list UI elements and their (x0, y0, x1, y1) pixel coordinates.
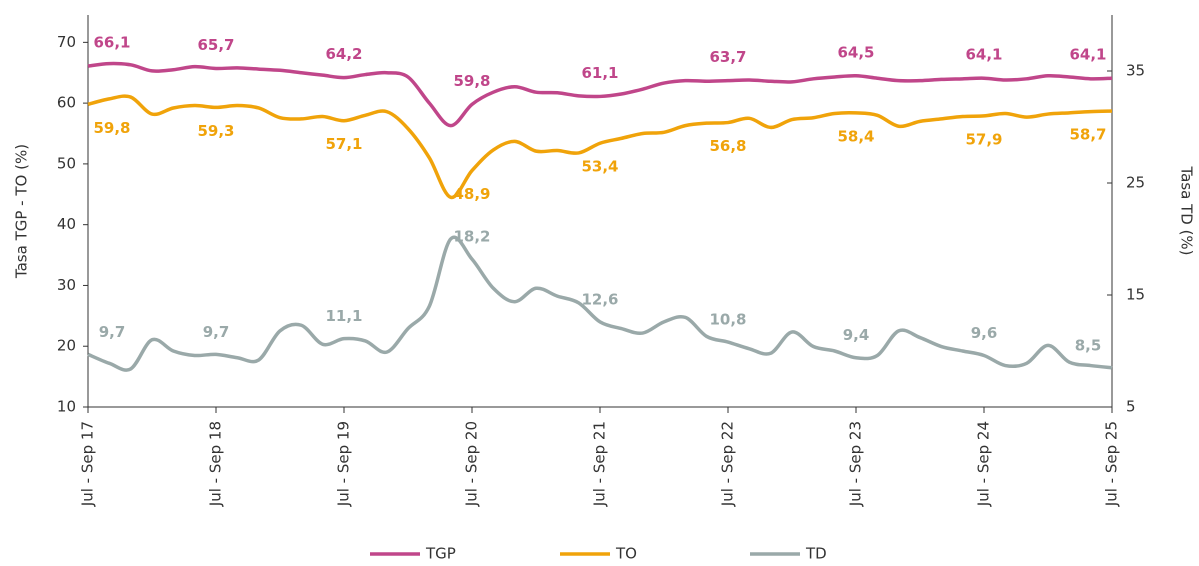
data-label: 64,2 (325, 45, 362, 63)
data-label: 63,7 (709, 48, 746, 66)
data-label: 61,1 (581, 64, 618, 82)
data-label: 57,9 (965, 130, 1002, 148)
y2-tick-label: 35 (1126, 62, 1145, 80)
y-axis-title: Tasa TGP - TO (%) (13, 144, 31, 279)
x-tick-label: Jul - Sep 23 (847, 421, 865, 507)
data-label: 58,7 (1069, 126, 1106, 144)
data-label: 64,1 (1069, 46, 1106, 64)
y-tick-label: 20 (57, 337, 76, 355)
legend-label: TD (805, 545, 827, 563)
data-label: 64,5 (837, 43, 874, 61)
data-label: 9,7 (99, 323, 126, 341)
data-label: 59,8 (93, 119, 130, 137)
data-label: 64,1 (965, 46, 1002, 64)
y2-tick-label: 25 (1126, 174, 1145, 192)
legend-label: TGP (425, 545, 456, 563)
y-tick-label: 40 (57, 215, 76, 233)
data-label: 56,8 (709, 137, 746, 155)
line (87, 94, 1113, 200)
x-tick-label: Jul - Sep 24 (975, 421, 993, 507)
x-tick-label: Jul - Sep 25 (1103, 421, 1121, 507)
data-label: 59,3 (197, 122, 234, 140)
data-label: 11,1 (325, 307, 362, 325)
legend-label: TO (615, 545, 637, 563)
data-label: 18,2 (453, 228, 490, 246)
y-tick-label: 60 (57, 94, 76, 112)
data-label: 8,5 (1075, 336, 1102, 354)
x-tick-label: Jul - Sep 21 (591, 421, 609, 507)
data-label: 58,4 (837, 127, 874, 145)
data-label: 59,8 (453, 72, 490, 90)
x-tick-label: Jul - Sep 22 (719, 421, 737, 507)
data-label: 57,1 (325, 135, 362, 153)
x-tick-label: Jul - Sep 20 (463, 421, 481, 507)
data-label: 48,9 (453, 185, 490, 203)
y-tick-label: 30 (57, 276, 76, 294)
line (87, 235, 1113, 372)
data-label: 66,1 (93, 34, 130, 52)
x-tick-label: Jul - Sep 18 (207, 421, 225, 507)
data-label: 12,6 (581, 290, 618, 308)
data-label: 9,4 (843, 326, 870, 344)
y2-tick-label: 15 (1126, 286, 1145, 304)
x-tick-label: Jul - Sep 19 (335, 421, 353, 507)
data-label: 53,4 (581, 158, 618, 176)
data-label: 9,7 (203, 323, 230, 341)
x-tick-label: Jul - Sep 17 (79, 421, 97, 507)
y2-tick-label: 5 (1126, 398, 1136, 416)
data-label: 9,6 (971, 324, 998, 342)
y2-axis-title: Tasa TD (%) (1178, 165, 1196, 255)
y-tick-label: 50 (57, 154, 76, 172)
y-tick-label: 10 (57, 398, 76, 416)
data-label: 65,7 (197, 36, 234, 54)
line (87, 61, 1113, 128)
data-label: 10,8 (709, 311, 746, 329)
y-tick-label: 70 (57, 33, 76, 51)
